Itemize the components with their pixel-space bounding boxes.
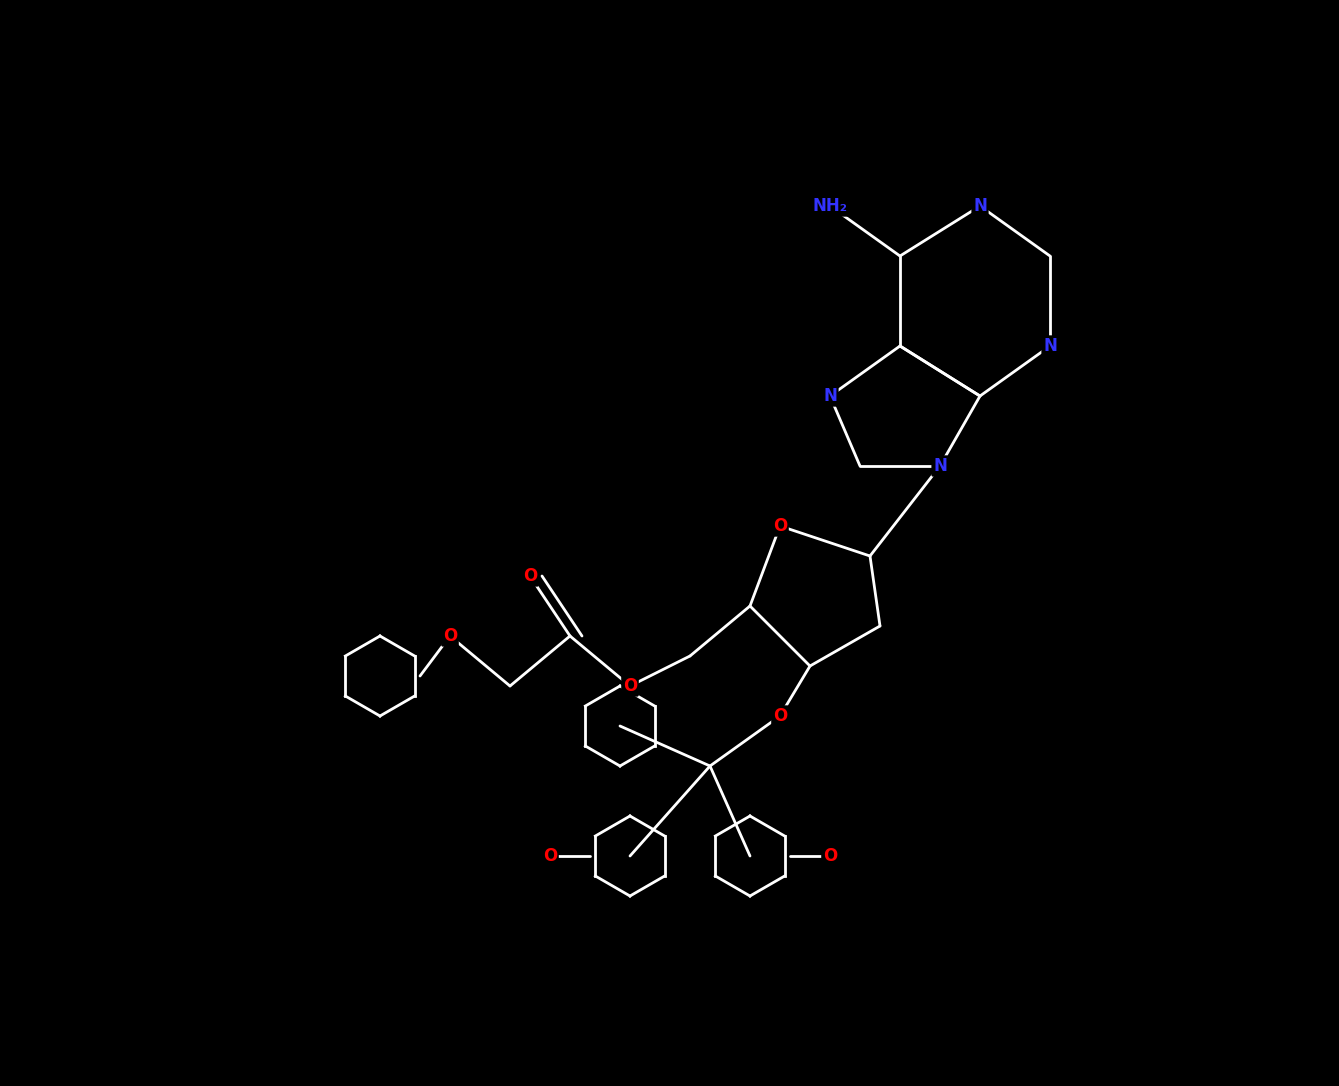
Text: O: O <box>773 707 787 725</box>
Text: O: O <box>823 847 837 866</box>
Text: N: N <box>933 457 947 475</box>
Text: O: O <box>522 567 537 585</box>
Text: NH₂: NH₂ <box>813 197 848 215</box>
Text: O: O <box>623 677 637 695</box>
Text: O: O <box>773 517 787 535</box>
Text: O: O <box>443 627 457 645</box>
Text: O: O <box>542 847 557 866</box>
Text: N: N <box>823 387 837 405</box>
Text: N: N <box>973 197 987 215</box>
Text: N: N <box>1043 337 1056 355</box>
